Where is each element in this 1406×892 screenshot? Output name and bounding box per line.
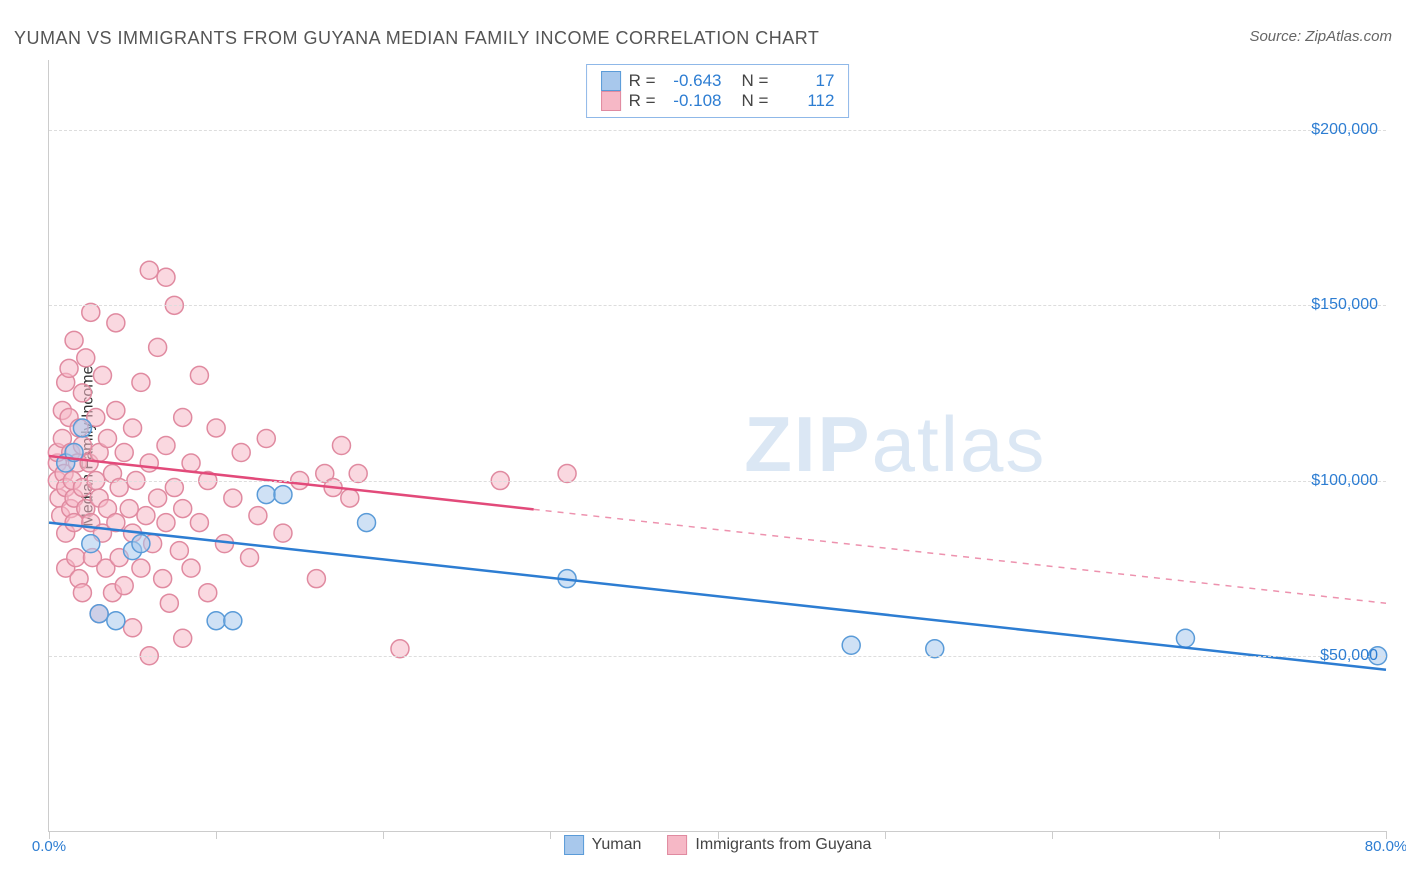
scatter-point xyxy=(120,500,138,518)
scatter-point xyxy=(307,570,325,588)
scatter-point xyxy=(73,584,91,602)
scatter-point xyxy=(115,577,133,595)
chart-title: YUMAN VS IMMIGRANTS FROM GUYANA MEDIAN F… xyxy=(14,28,819,49)
scatter-point xyxy=(90,605,108,623)
scatter-point xyxy=(157,437,175,455)
scatter-point xyxy=(199,584,217,602)
scatter-point xyxy=(65,331,83,349)
scatter-point xyxy=(157,268,175,286)
scatter-point xyxy=(93,366,111,384)
scatter-point xyxy=(77,349,95,367)
scatter-point xyxy=(274,524,292,542)
chart-container: YUMAN VS IMMIGRANTS FROM GUYANA MEDIAN F… xyxy=(0,0,1406,892)
scatter-point xyxy=(182,454,200,472)
scatter-point xyxy=(107,612,125,630)
source-label: Source: ZipAtlas.com xyxy=(1249,28,1392,45)
scatter-point xyxy=(341,489,359,507)
scatter-point xyxy=(1176,629,1194,647)
plot-area: ZIPatlas R =-0.643 N =17 R =-0.108 N =11… xyxy=(48,60,1386,832)
x-tick-label: 0.0% xyxy=(32,838,66,855)
y-tick-label: $100,000 xyxy=(1311,472,1378,490)
scatter-point xyxy=(107,401,125,419)
y-tick-label: $200,000 xyxy=(1311,121,1378,139)
scatter-point xyxy=(82,535,100,553)
scatter-point xyxy=(124,419,142,437)
scatter-point xyxy=(149,489,167,507)
chart-svg xyxy=(49,60,1386,831)
scatter-point xyxy=(157,514,175,532)
scatter-point xyxy=(132,559,150,577)
scatter-point xyxy=(249,507,267,525)
scatter-point xyxy=(154,570,172,588)
scatter-point xyxy=(174,500,192,518)
scatter-point xyxy=(358,514,376,532)
scatter-point xyxy=(132,373,150,391)
scatter-point xyxy=(332,437,350,455)
scatter-point xyxy=(137,507,155,525)
scatter-point xyxy=(140,454,158,472)
scatter-point xyxy=(190,366,208,384)
scatter-point xyxy=(67,549,85,567)
scatter-point xyxy=(224,489,242,507)
scatter-point xyxy=(274,486,292,504)
y-tick-label: $150,000 xyxy=(1311,296,1378,314)
scatter-point xyxy=(73,384,91,402)
scatter-point xyxy=(115,444,133,462)
scatter-point xyxy=(174,629,192,647)
scatter-point xyxy=(241,549,259,567)
y-tick-label: $50,000 xyxy=(1320,647,1378,665)
scatter-point xyxy=(257,429,275,447)
scatter-point xyxy=(174,408,192,426)
scatter-point xyxy=(842,636,860,654)
scatter-point xyxy=(160,594,178,612)
scatter-point xyxy=(190,514,208,532)
scatter-point xyxy=(232,444,250,462)
scatter-point xyxy=(73,419,91,437)
scatter-point xyxy=(149,338,167,356)
scatter-point xyxy=(132,535,150,553)
scatter-point xyxy=(170,542,188,560)
scatter-point xyxy=(207,612,225,630)
legend-item-yuman: Yuman xyxy=(564,835,642,855)
trend-line xyxy=(49,523,1386,670)
scatter-point xyxy=(224,612,242,630)
scatter-point xyxy=(107,314,125,332)
scatter-point xyxy=(98,429,116,447)
scatter-point xyxy=(60,359,78,377)
legend-item-guyana: Immigrants from Guyana xyxy=(667,835,871,855)
x-tick-label: 80.0% xyxy=(1365,838,1406,855)
scatter-point xyxy=(140,261,158,279)
scatter-point xyxy=(182,559,200,577)
scatter-point xyxy=(124,619,142,637)
scatter-point xyxy=(257,486,275,504)
scatter-point xyxy=(207,419,225,437)
